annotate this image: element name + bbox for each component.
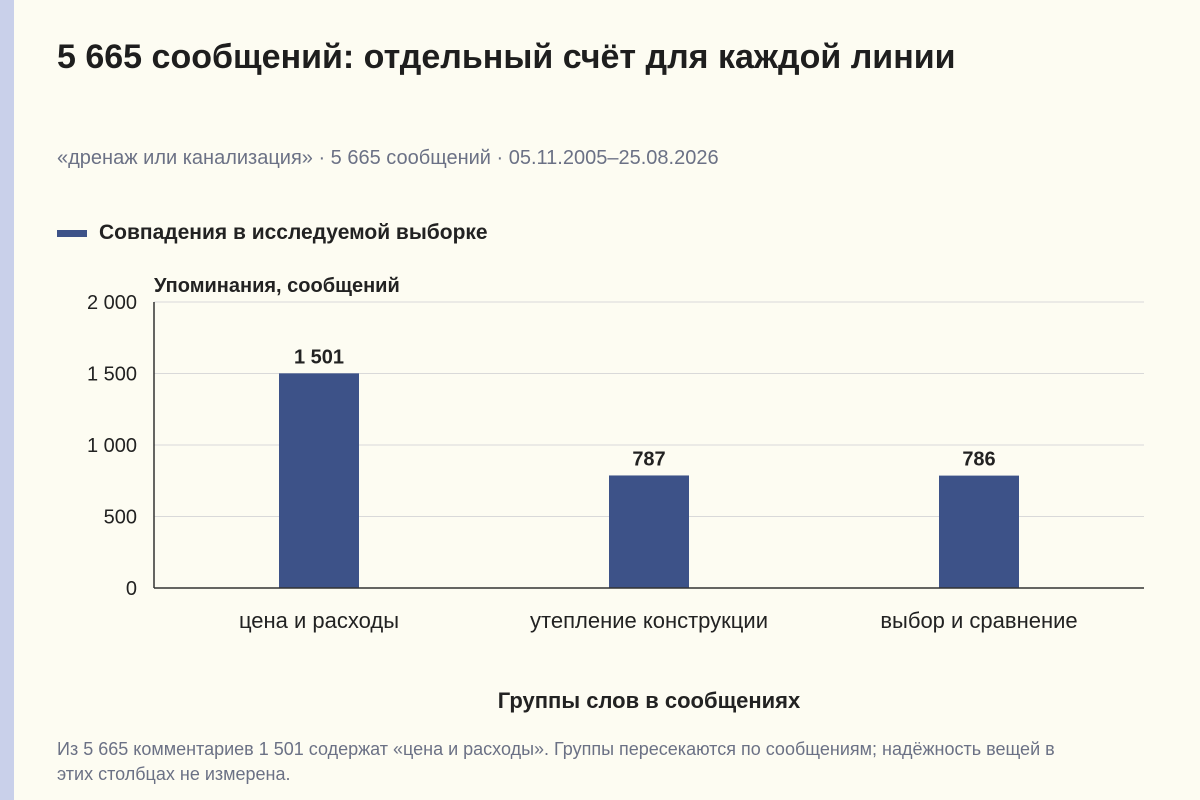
y-tick-label: 1 500	[87, 364, 137, 386]
bars: 1 501 787 786	[279, 346, 1019, 588]
accent-strip	[0, 0, 14, 800]
y-axis-label: Упоминания, сообщений	[154, 275, 400, 297]
legend-swatch	[57, 229, 87, 237]
bar-value-label: 787	[632, 448, 665, 470]
x-tick-label: выбор и сравнение	[880, 608, 1077, 633]
legend-label: Совпадения в исследуемой выборке	[99, 221, 488, 244]
x-axis-label: Группы слов в сообщениях	[498, 688, 801, 713]
bar	[939, 475, 1019, 588]
y-tick-label: 1 000	[87, 435, 137, 457]
bar-value-label: 1 501	[294, 346, 344, 368]
y-axis-ticks: 0 500 1 000 1 500 2 000	[87, 292, 137, 600]
bar	[279, 373, 359, 588]
x-tick-label: цена и расходы	[239, 608, 399, 633]
bar	[609, 475, 689, 588]
chart-title: 5 665 сообщений: отдельный счёт для кажд…	[57, 38, 956, 76]
y-tick-label: 500	[104, 507, 137, 529]
y-tick-label: 2 000	[87, 292, 137, 314]
bar-value-label: 786	[962, 449, 995, 471]
x-tick-label: утепление конструкции	[530, 608, 768, 633]
x-axis-ticks: цена и расходы утепление конструкции выбор…	[239, 608, 1078, 633]
legend: Совпадения в исследуемой выборке	[57, 219, 488, 247]
y-tick-label: 0	[126, 578, 137, 600]
footnote: Из 5 665 комментариев 1 501 содержат «це…	[57, 739, 1055, 784]
chart-subtitle: «дренаж или канализация» · 5 665 сообщен…	[57, 147, 719, 169]
